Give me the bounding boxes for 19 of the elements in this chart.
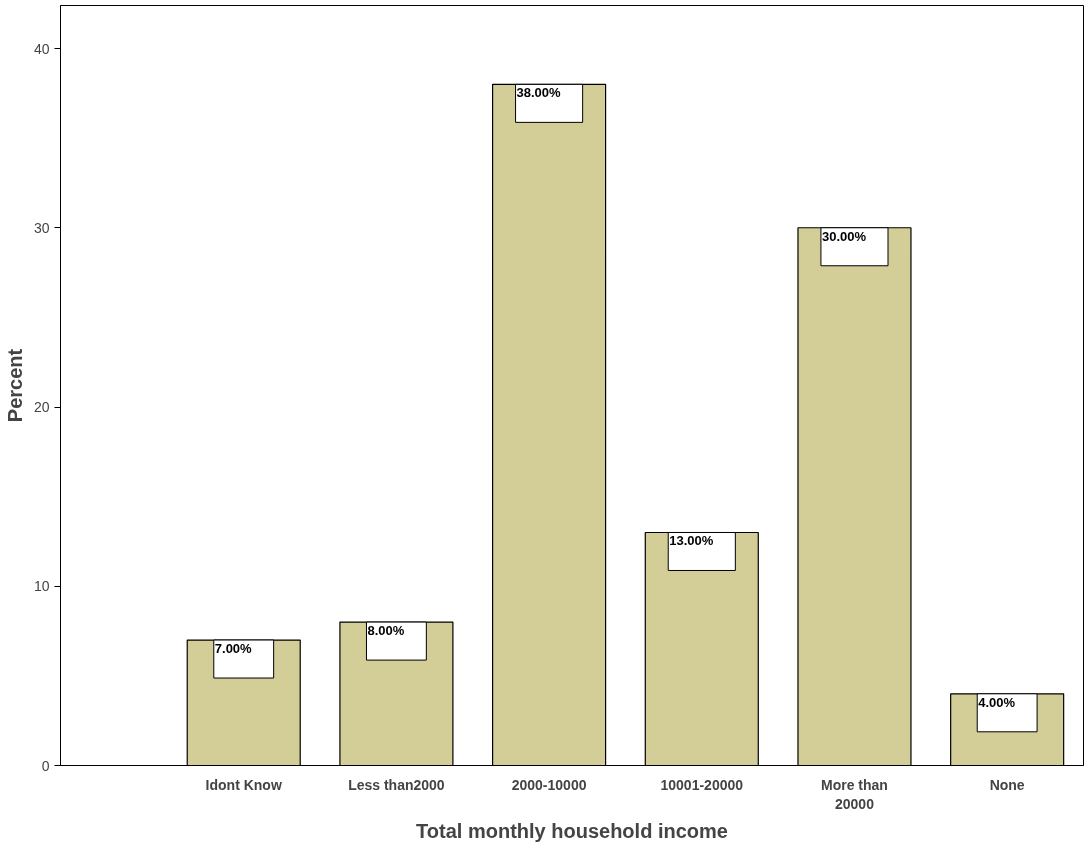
x-tick-label: Idont Know bbox=[205, 776, 282, 793]
y-tick-label: 20 bbox=[33, 399, 50, 416]
y-tick-label: 10 bbox=[33, 578, 50, 595]
x-tick-label: More than 20000 bbox=[821, 776, 888, 812]
x-tick-label: 2000-10000 bbox=[511, 776, 587, 793]
x-tick-label: None bbox=[989, 776, 1025, 793]
data-label: 4.00% bbox=[978, 694, 1016, 710]
y-tick-label: 30 bbox=[33, 219, 50, 236]
data-label: 8.00% bbox=[367, 623, 405, 639]
x-tick-label: Less than2000 bbox=[348, 776, 445, 793]
data-label: 7.00% bbox=[214, 641, 253, 657]
data-label: 30.00% bbox=[821, 228, 867, 244]
y-tick-label: 40 bbox=[33, 40, 50, 57]
data-label: 13.00% bbox=[669, 533, 714, 549]
data-label: 38.00% bbox=[516, 85, 562, 101]
x-tick-label: 10001-20000 bbox=[660, 776, 744, 793]
y-tick-label: 0 bbox=[41, 757, 50, 774]
x-axis-title: Total monthly household income bbox=[416, 819, 728, 842]
y-axis-title: Percent bbox=[3, 348, 26, 423]
